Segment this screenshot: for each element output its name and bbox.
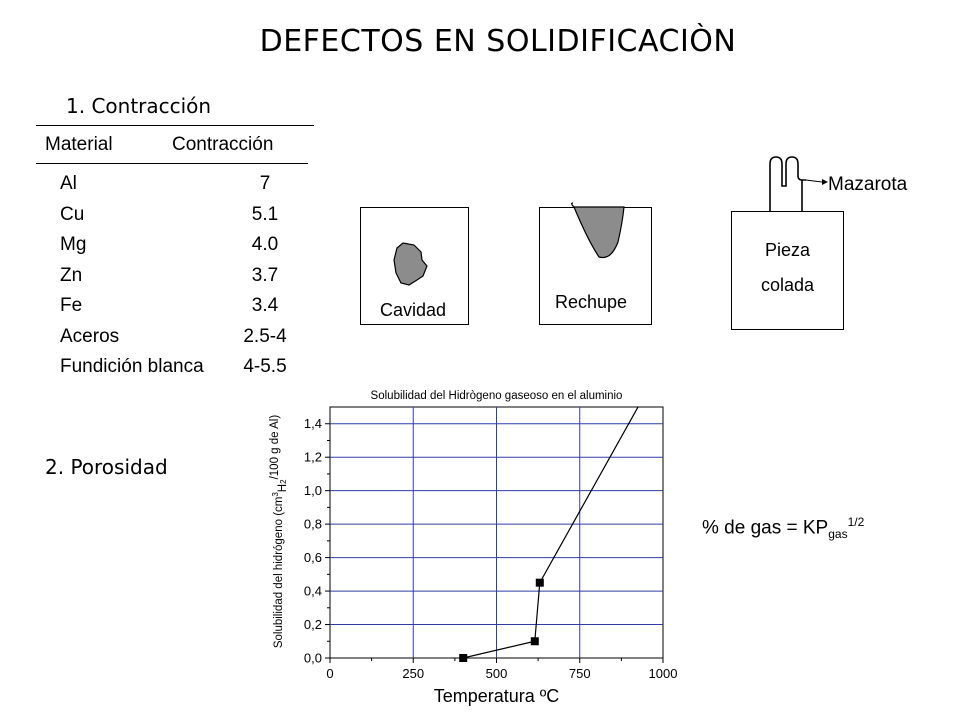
material-cell: Mg bbox=[60, 234, 87, 255]
y-tick-label: 0,4 bbox=[304, 584, 322, 599]
y-tick-label: 1,4 bbox=[304, 416, 322, 431]
data-point bbox=[459, 654, 468, 662]
data-point bbox=[530, 637, 539, 646]
chart-title: Solubilidad del Hidrògeno gaseoso en el … bbox=[371, 390, 623, 402]
header-material: Material bbox=[45, 134, 113, 155]
solubility-line bbox=[463, 407, 639, 658]
y-axis-label-part: /100 g de Al) bbox=[269, 415, 281, 480]
y-tick-label: 0,0 bbox=[304, 651, 322, 666]
rechupe-diagram: Rechupe bbox=[539, 202, 652, 325]
colada-label: colada bbox=[760, 275, 815, 295]
pieza-label: Pieza bbox=[764, 240, 811, 260]
rechupe-label: Rechupe bbox=[555, 292, 628, 312]
y-axis-label-part: Solubilidad del hidrógeno (cm bbox=[273, 497, 285, 649]
x-tick-label: 250 bbox=[402, 666, 424, 681]
table-header-rule bbox=[36, 163, 308, 164]
contraction-value-cell: 4.0 bbox=[251, 234, 279, 255]
y-axis-label-part: 3 bbox=[271, 492, 280, 497]
mazarota-label: Mazarota bbox=[828, 174, 908, 195]
cavidad-shape bbox=[393, 242, 428, 286]
material-cell: Fe bbox=[60, 295, 83, 316]
y-axis-label-part: 2 bbox=[279, 479, 288, 484]
material-cell: Fundición blanca bbox=[60, 356, 204, 377]
cavidad-diagram: Cavidad bbox=[360, 207, 469, 325]
x-tick-label: 1000 bbox=[649, 666, 678, 681]
y-tick-label: 0,8 bbox=[304, 517, 322, 532]
contraction-value-cell: 2.5-4 bbox=[243, 325, 287, 347]
header-contraction: Contracción bbox=[172, 134, 274, 155]
contraction-value-cell: 4-5.5 bbox=[243, 356, 287, 377]
material-cell: Aceros bbox=[60, 325, 120, 347]
material-cell: Al bbox=[60, 173, 77, 194]
x-tick-label: 750 bbox=[569, 666, 591, 681]
x-tick-label: 0 bbox=[326, 666, 333, 681]
contraction-heading: 1. Contracción bbox=[66, 94, 212, 118]
cavidad-label: Cavidad bbox=[380, 300, 447, 320]
formula-superscript: 1/2 bbox=[847, 515, 865, 529]
hydrogen-solubility-chart: Solubilidad del Hidrògeno gaseoso en el … bbox=[269, 390, 678, 706]
contraction-value-cell: 7 bbox=[259, 173, 271, 194]
formula-prefix: % de gas = KP bbox=[702, 517, 829, 539]
x-tick-label: 500 bbox=[486, 666, 508, 681]
rechupe-shape bbox=[571, 202, 625, 259]
material-cell: Zn bbox=[60, 264, 83, 286]
pieza-colada-diagram: Pieza colada bbox=[731, 211, 844, 330]
y-axis-label-part: H bbox=[277, 484, 289, 492]
y-tick-label: 0,2 bbox=[304, 617, 322, 632]
y-tick-label: 0,6 bbox=[304, 550, 322, 565]
gas-formula: % de gas = KPgas1/2 bbox=[702, 515, 864, 541]
contraction-value-cell: 3.4 bbox=[251, 295, 279, 316]
mazarota-riser bbox=[769, 156, 828, 212]
page-title: DEFECTOS EN SOLIDIFICACIÒN bbox=[259, 24, 737, 59]
y-axis-label: Solubilidad del hidrógeno (cm3H2/100 g d… bbox=[269, 415, 289, 648]
porosity-heading: 2. Porosidad bbox=[45, 455, 168, 479]
y-tick-label: 1,2 bbox=[304, 450, 322, 465]
y-tick-label: 1,0 bbox=[304, 483, 322, 498]
formula-subscript: gas bbox=[828, 527, 848, 542]
material-cell: Cu bbox=[60, 203, 85, 225]
table-top-rule bbox=[36, 125, 314, 126]
contraction-value-cell: 3.7 bbox=[251, 264, 279, 286]
x-axis-label: Temperatura ºC bbox=[434, 686, 560, 706]
contraction-value-cell: 5.1 bbox=[251, 203, 279, 225]
data-point bbox=[535, 578, 544, 587]
